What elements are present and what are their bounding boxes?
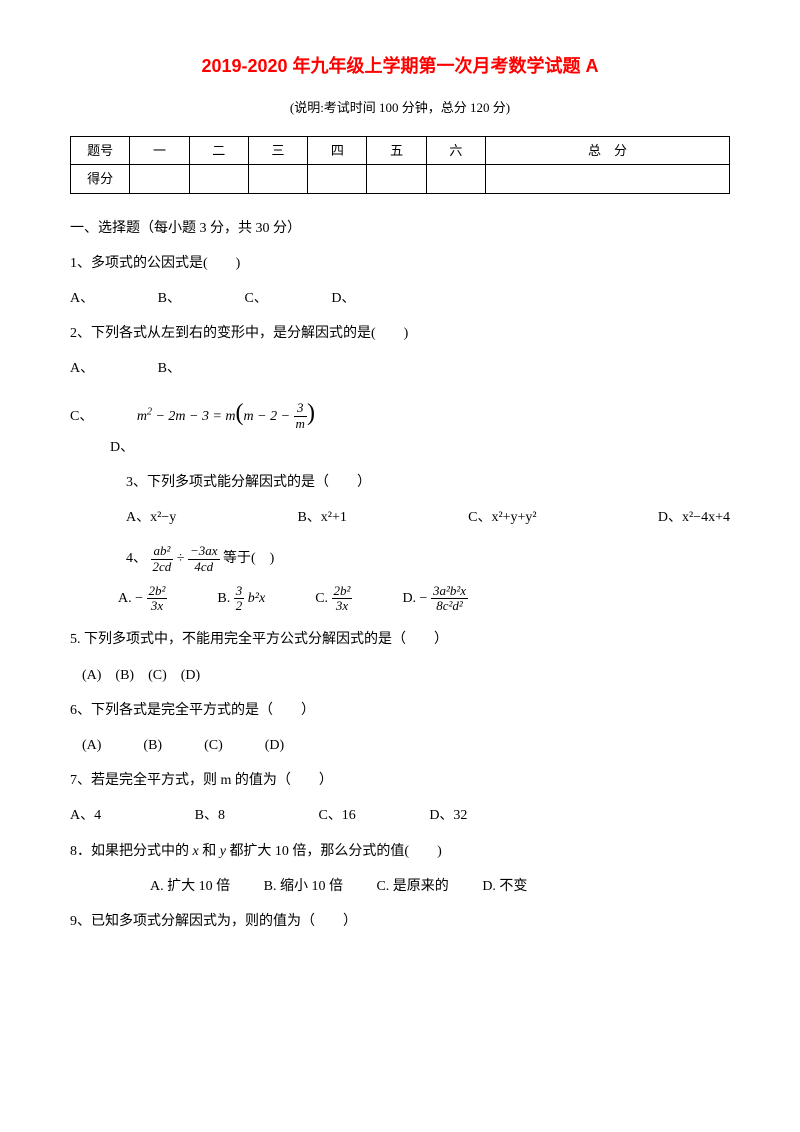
num: ab²: [151, 544, 174, 559]
opt-c: C. 是原来的: [376, 879, 448, 894]
question-6: 6、下列各式是完全平方式的是（ ）: [70, 698, 730, 723]
num: 3: [234, 584, 245, 599]
lbl: B.: [217, 591, 233, 606]
opt-b: B、: [158, 286, 181, 311]
num: −3ax: [188, 544, 220, 559]
lbl: C.: [315, 591, 331, 606]
cell: [308, 165, 367, 193]
opt-b: B、8: [195, 803, 225, 828]
opt-d: D. − 3a²b²x8c²d²: [402, 584, 468, 614]
q6-options: (A) (B) (C) (D): [70, 733, 730, 758]
suf: b²x: [244, 591, 265, 606]
q2-options-ab: A、 B、: [70, 356, 730, 381]
txt: 都扩大 10 倍，那么分式的值( ): [226, 844, 442, 859]
q2-formula: m2 − 2m − 3 = m(m − 2 − 3m): [137, 409, 315, 424]
cell: [130, 165, 189, 193]
q4-suffix: 等于( ): [223, 551, 274, 566]
num: 3a²b²x: [431, 584, 468, 599]
opt-b: B、x²+1: [297, 505, 346, 530]
den: 4cd: [188, 560, 220, 574]
cell: [426, 165, 485, 193]
q5-options: (A) (B) (C) (D): [70, 663, 730, 688]
q8-options: A. 扩大 10 倍 B. 缩小 10 倍 C. 是原来的 D. 不变: [70, 874, 730, 899]
opt-a: A. 扩大 10 倍: [150, 879, 230, 894]
opt-d: D、: [110, 440, 134, 455]
den: m: [294, 417, 307, 431]
cell: [486, 165, 730, 193]
table-row: 题号 一 二 三 四 五 六 总 分: [71, 136, 730, 164]
lbl: D. −: [402, 591, 431, 606]
opt-a: A、4: [70, 803, 101, 828]
page-title: 2019-2020 年九年级上学期第一次月考数学试题 A: [70, 50, 730, 82]
cell: [367, 165, 426, 193]
th-2: 二: [189, 136, 248, 164]
opt-d: D、: [331, 286, 355, 311]
den: 3x: [147, 599, 168, 613]
q7-options: A、4 B、8 C、16 D、32: [70, 803, 730, 828]
opt-d: D. 不变: [482, 879, 527, 894]
question-8: 8．如果把分式中的 x 和 y 都扩大 10 倍，那么分式的值( ): [70, 839, 730, 864]
opt-b: B. 缩小 10 倍: [264, 879, 343, 894]
q3-options: A、x²−y B、x²+1 C、x²+y+y² D、x²−4x+4: [70, 505, 730, 530]
q4-prefix: 4、: [126, 551, 147, 566]
page-subtitle: (说明:考试时间 100 分钟，总分 120 分): [70, 96, 730, 119]
th-5: 五: [367, 136, 426, 164]
den: 3x: [332, 599, 353, 613]
den: 8c²d²: [431, 599, 468, 613]
question-5: 5. 下列多项式中，不能用完全平方公式分解因式的是（ ）: [70, 627, 730, 652]
num: 3: [294, 401, 307, 416]
cell: [189, 165, 248, 193]
opt-c: C. 2b²3x: [315, 584, 352, 614]
question-4: 4、 ab²2cd ÷ −3ax4cd 等于( ): [70, 544, 730, 574]
expr: − 2m − 3 = m: [152, 409, 236, 424]
expr: m − 2 −: [244, 409, 294, 424]
th-4: 四: [308, 136, 367, 164]
cell: [248, 165, 307, 193]
num: 2b²: [147, 584, 168, 599]
var: m: [137, 409, 147, 424]
opt-c: C、16: [318, 803, 355, 828]
q1-options: A、 B、 C、 D、: [70, 286, 730, 311]
th-6: 六: [426, 136, 485, 164]
opt-b: B. 32 b²x: [217, 584, 265, 614]
div-sign: ÷: [177, 551, 188, 566]
opt-a: A. − 2b²3x: [118, 584, 167, 614]
table-row: 得分: [71, 165, 730, 193]
question-7: 7、若是完全平方式，则 m 的值为（ ）: [70, 768, 730, 793]
num: 2b²: [332, 584, 353, 599]
opt-a: A、: [70, 356, 94, 381]
txt: 和: [199, 844, 220, 859]
opt-c: C、x²+y+y²: [468, 505, 537, 530]
q4-options: A. − 2b²3x B. 32 b²x C. 2b²3x D. − 3a²b²…: [70, 584, 730, 614]
opt-b: B、: [158, 356, 181, 381]
opt-a: A、x²−y: [126, 505, 176, 530]
question-9: 9、已知多项式分解因式为，则的值为（ ）: [70, 909, 730, 934]
opt-d: D、x²−4x+4: [658, 505, 730, 530]
opt-d: D、32: [429, 803, 467, 828]
opt-c: C、: [244, 286, 267, 311]
lbl: A. −: [118, 591, 147, 606]
question-2: 2、下列各式从左到右的变形中，是分解因式的是( ): [70, 321, 730, 346]
opt-c: C、: [70, 409, 93, 424]
section-heading: 一、选择题（每小题 3 分，共 30 分）: [70, 216, 730, 241]
th-total: 总 分: [486, 136, 730, 164]
den: 2: [234, 599, 245, 613]
question-1: 1、多项式的公因式是( ): [70, 251, 730, 276]
opt-a: A、: [70, 286, 94, 311]
den: 2cd: [151, 560, 174, 574]
question-3: 3、下列多项式能分解因式的是（ ）: [70, 470, 730, 495]
th-label: 题号: [71, 136, 130, 164]
score-table: 题号 一 二 三 四 五 六 总 分 得分: [70, 136, 730, 194]
txt: 8．如果把分式中的: [70, 844, 193, 859]
th-3: 三: [248, 136, 307, 164]
th-1: 一: [130, 136, 189, 164]
q2-options-cd: C、 m2 − 2m − 3 = m(m − 2 − 3m) D、: [70, 392, 730, 460]
row2-label: 得分: [71, 165, 130, 193]
